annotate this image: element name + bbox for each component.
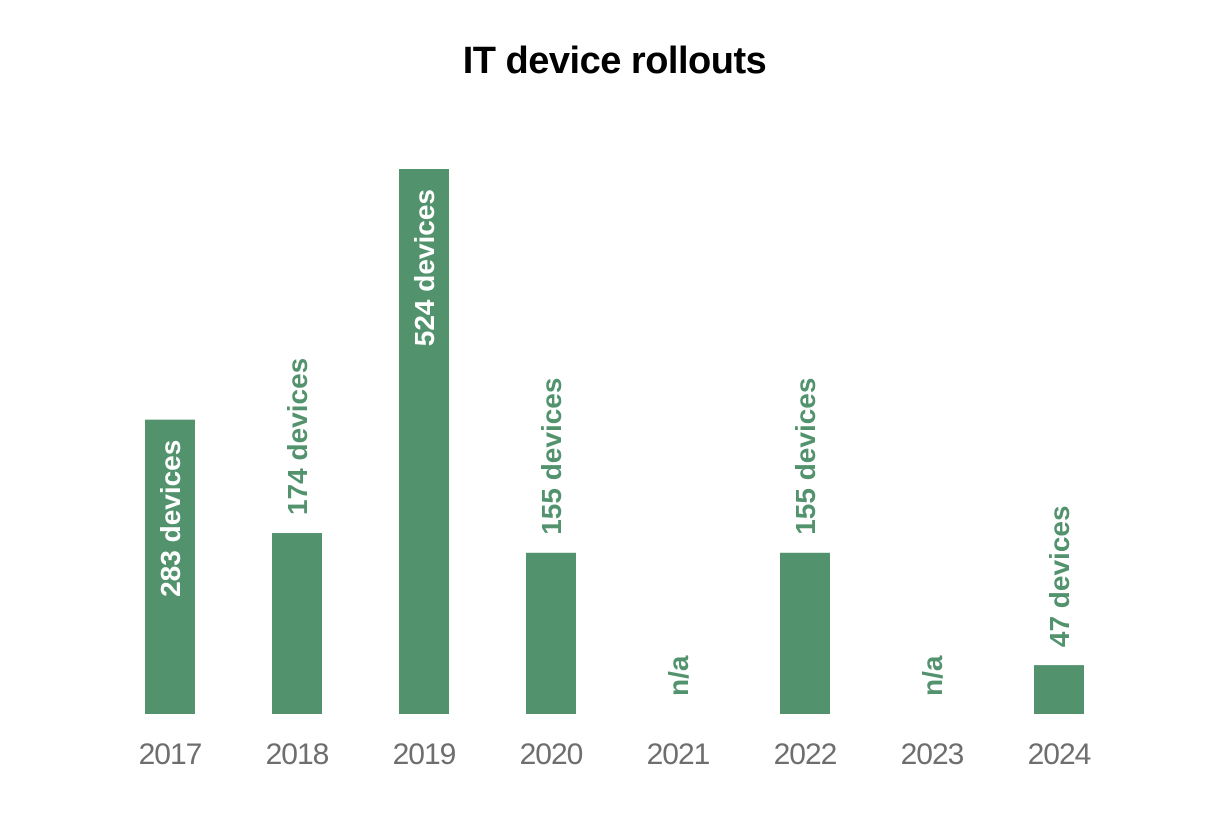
- x-axis-ticks: 2017 2018 2019 2020 2021 2022 2023 2024: [139, 738, 1092, 771]
- data-label-2017: 283 devices: [155, 440, 186, 597]
- x-tick-2024: 2024: [1028, 738, 1091, 771]
- bar-2022: [780, 552, 830, 714]
- bar-2020: [526, 552, 576, 714]
- bar-2019: [399, 169, 449, 714]
- chart-title: IT device rollouts: [462, 40, 767, 82]
- data-label-2020: 155 devices: [536, 378, 567, 535]
- bar-2018: [272, 533, 322, 714]
- data-label-2024: 47 devices: [1044, 505, 1075, 647]
- bars-group: [145, 169, 1084, 714]
- data-label-2022: 155 devices: [790, 378, 821, 535]
- x-tick-2019: 2019: [393, 738, 456, 771]
- bar-2017: [145, 419, 195, 714]
- data-label-2023: n/a: [917, 655, 948, 696]
- bar-labels-group: 283 devices 174 devices 524 devices 155 dev…: [155, 189, 1075, 696]
- data-label-2021: n/a: [663, 655, 694, 696]
- data-label-2019: 524 devices: [409, 189, 440, 346]
- bar-2024: [1034, 665, 1084, 714]
- x-tick-2018: 2018: [266, 738, 329, 771]
- data-label-2018: 174 devices: [282, 358, 313, 515]
- x-tick-2020: 2020: [520, 738, 583, 771]
- x-tick-2022: 2022: [774, 738, 837, 771]
- x-tick-2023: 2023: [901, 738, 964, 771]
- x-tick-2021: 2021: [647, 738, 710, 771]
- x-tick-2017: 2017: [139, 738, 202, 771]
